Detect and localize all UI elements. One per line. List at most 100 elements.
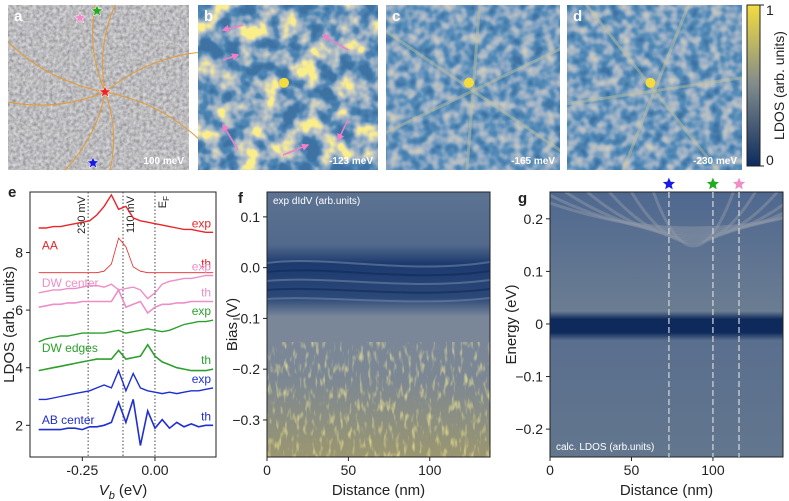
panel-label: a <box>14 8 23 25</box>
heatmap-arc <box>550 201 783 230</box>
x-tick-label: -0.25 <box>66 462 98 478</box>
panel-label: c <box>392 8 400 25</box>
arrow <box>282 143 310 156</box>
spectrum-line <box>38 274 214 300</box>
heatmap-band <box>266 297 491 303</box>
map-image <box>8 5 189 170</box>
heatmap-band <box>266 260 491 268</box>
arrow <box>337 119 349 142</box>
domain-wall <box>104 91 203 143</box>
series-label: exp <box>192 304 212 318</box>
x-axis-label: Vb (eV) <box>99 482 147 501</box>
x-tick-label: 50 <box>624 462 640 478</box>
energy-label: -165 meV <box>511 156 555 167</box>
y-tick-label: −0.1 <box>232 310 260 326</box>
reference-label-sub: F <box>162 196 171 201</box>
y-tick-label: 0.1 <box>241 209 261 225</box>
series-label: th <box>201 353 211 367</box>
y-tick-label: −0.1 <box>515 369 543 385</box>
energy-label: 100 meV <box>143 156 184 167</box>
x-axis-label-sub: b <box>109 490 115 501</box>
star-marker <box>73 11 87 24</box>
domain-wall <box>621 90 656 170</box>
x-tick-label: 100 <box>418 462 442 478</box>
heatmap-band <box>266 269 491 277</box>
energy-label: -230 meV <box>693 156 737 167</box>
y-tick-label: 0 <box>535 316 543 332</box>
map-image <box>386 5 560 170</box>
position-star <box>661 176 677 191</box>
group-label: AA <box>42 239 58 253</box>
arrow <box>321 34 349 51</box>
y-tick-label: 6 <box>15 302 23 318</box>
series-label: th <box>201 285 211 299</box>
series-label: th <box>201 409 211 423</box>
series-label: exp <box>192 260 212 274</box>
reference-label-text: E <box>157 201 169 208</box>
energy-label: -123 meV <box>329 156 373 167</box>
colorbar-label: LDOS (arb. units) <box>771 31 787 140</box>
domain-wall <box>465 90 475 170</box>
x-tick-label: 50 <box>341 462 357 478</box>
panel-label: b <box>204 8 213 25</box>
y-tick-label: 8 <box>15 244 23 260</box>
heatmap-arc <box>564 192 783 236</box>
heatmap-arc <box>630 192 757 245</box>
heatmap-arc <box>550 193 783 233</box>
reference-label: EF <box>157 196 171 208</box>
y-tick-label: −0.2 <box>232 361 260 377</box>
reference-label: 230 mV <box>76 195 88 234</box>
domain-wall <box>104 51 203 93</box>
plot-frame <box>549 191 784 458</box>
map-image <box>567 5 742 170</box>
star-marker <box>90 4 104 17</box>
y-axis-label: Bias (V) <box>224 298 241 351</box>
spectrum-line <box>38 288 214 315</box>
y-tick-label: 4 <box>15 360 23 376</box>
domain-wall <box>92 4 106 93</box>
position-star <box>731 176 747 191</box>
group-label: DW edges <box>42 341 98 355</box>
colorbar <box>746 4 761 167</box>
panel-label: e <box>8 184 16 201</box>
heatmap-annotation: exp dIdV (arb.units) <box>273 196 360 207</box>
star-marker <box>98 85 112 98</box>
domain-wall <box>584 5 656 92</box>
arrow <box>221 24 244 33</box>
x-tick-label: 0 <box>546 462 554 478</box>
spectrum-line <box>38 193 214 233</box>
domain-wall <box>653 5 691 92</box>
arrow <box>222 53 240 61</box>
y-tick-label: −0.2 <box>515 421 543 437</box>
y-axis-label: LDOS (arb. units) <box>1 266 18 383</box>
domain-wall <box>102 4 116 93</box>
star-marker <box>86 156 100 169</box>
panel-label: g <box>518 190 527 207</box>
heatmap-band <box>266 287 491 294</box>
bright-spot <box>464 77 474 88</box>
spectrum-line <box>38 399 214 446</box>
x-axis-label-symbol: V <box>99 482 111 499</box>
heatmap-annotation: calc. LDOS (arb.units) <box>556 442 654 453</box>
map-image <box>198 5 378 170</box>
series-label: th <box>201 257 211 271</box>
y-axis-label: Energy (eV) <box>503 284 520 364</box>
heatmap-speckle <box>267 342 490 457</box>
series-label: exp <box>192 216 212 230</box>
domain-wall <box>653 89 720 170</box>
group-label: AB center <box>42 413 95 427</box>
plot-frame <box>266 191 491 458</box>
domain-wall <box>104 91 115 171</box>
domain-wall <box>567 89 655 106</box>
y-tick-label: −0.3 <box>232 412 260 428</box>
heatmap-band <box>266 278 491 285</box>
domain-wall <box>471 5 482 91</box>
x-tick-label: 100 <box>701 462 725 478</box>
domain-wall <box>386 29 474 93</box>
colorbar-tick-label: 1 <box>766 2 774 18</box>
y-tick-label: 0.0 <box>241 260 261 276</box>
domain-wall <box>472 47 560 93</box>
heatmap-arc <box>586 192 783 239</box>
colorbar-tick-label: 0 <box>766 152 774 168</box>
